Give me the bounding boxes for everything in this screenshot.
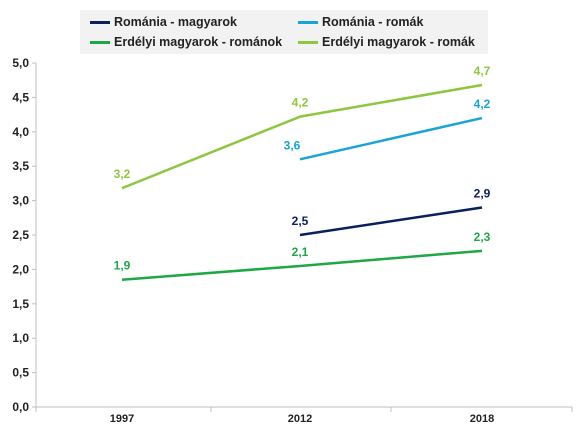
series-line — [121, 83, 483, 190]
data-label: 4,7 — [474, 64, 491, 78]
legend-swatch-romania-magyarok — [90, 20, 110, 24]
data-label: 3,2 — [114, 167, 131, 181]
y-tick-label: 0,5 — [12, 366, 29, 380]
legend-item-romania-romak: Románia - romák — [298, 12, 423, 32]
series-lines — [121, 83, 483, 281]
x-tick-label: 2018 — [470, 413, 494, 425]
x-tick-label: 2012 — [288, 413, 312, 425]
y-axis-ticks: 0,0 0,5 1,0 1,5 2,0 2,5 3,0 3,5 4,0 4,5 5,0 — [12, 56, 36, 414]
data-label: 2,1 — [292, 245, 309, 259]
y-tick-label: 1,5 — [12, 297, 29, 311]
legend-item-erdelyi-romak: Erdélyi magyarok - romák — [298, 32, 475, 52]
legend-label-erdelyi-romanok: Erdélyi magyarok - románok — [114, 35, 283, 49]
y-tick-label: 5,0 — [12, 56, 29, 70]
y-tick-label: 4,5 — [12, 90, 29, 104]
data-label: 4,2 — [474, 97, 491, 111]
y-tick-label: 3,5 — [12, 159, 29, 173]
data-label: 2,9 — [474, 186, 491, 200]
legend-swatch-erdelyi-romanok — [90, 40, 110, 44]
y-tick-label: 2,5 — [12, 228, 29, 242]
legend-item-romania-magyarok: Románia - magyarok — [90, 12, 237, 32]
series-line — [121, 249, 483, 281]
legend-label-romania-romak: Románia - romák — [322, 15, 424, 29]
data-label: 1,9 — [114, 259, 131, 273]
legend-label-romania-magyarok: Románia - magyarok — [114, 15, 237, 29]
data-label: 3,6 — [284, 138, 301, 152]
data-label: 2,5 — [292, 214, 309, 228]
legend-item-erdelyi-romanok: Erdélyi magyarok - románok — [90, 32, 282, 52]
y-tick-label: 3,0 — [12, 194, 29, 208]
y-tick-label: 0,0 — [12, 400, 29, 414]
y-tick-label: 2,0 — [12, 262, 29, 276]
series-line — [299, 206, 483, 237]
data-label: 4,2 — [292, 96, 309, 110]
data-label: 2,3 — [474, 230, 491, 244]
series-line — [299, 116, 483, 161]
x-axis-ticks: 1997 2012 2018 — [35, 407, 573, 425]
y-tick-label: 1,0 — [12, 331, 29, 345]
legend-swatch-erdelyi-romak — [298, 40, 318, 44]
legend-swatch-romania-romak — [298, 20, 318, 24]
data-labels: 2,5 2,9 3,6 4,2 1,9 2,1 2,3 3,2 4,2 4,7 — [114, 64, 491, 273]
y-tick-label: 4,0 — [12, 125, 29, 139]
legend: Románia - magyarok Románia - romák Erdél… — [80, 10, 488, 54]
legend-label-erdelyi-romak: Erdélyi magyarok - romák — [322, 35, 475, 49]
x-tick-label: 1997 — [110, 413, 134, 425]
